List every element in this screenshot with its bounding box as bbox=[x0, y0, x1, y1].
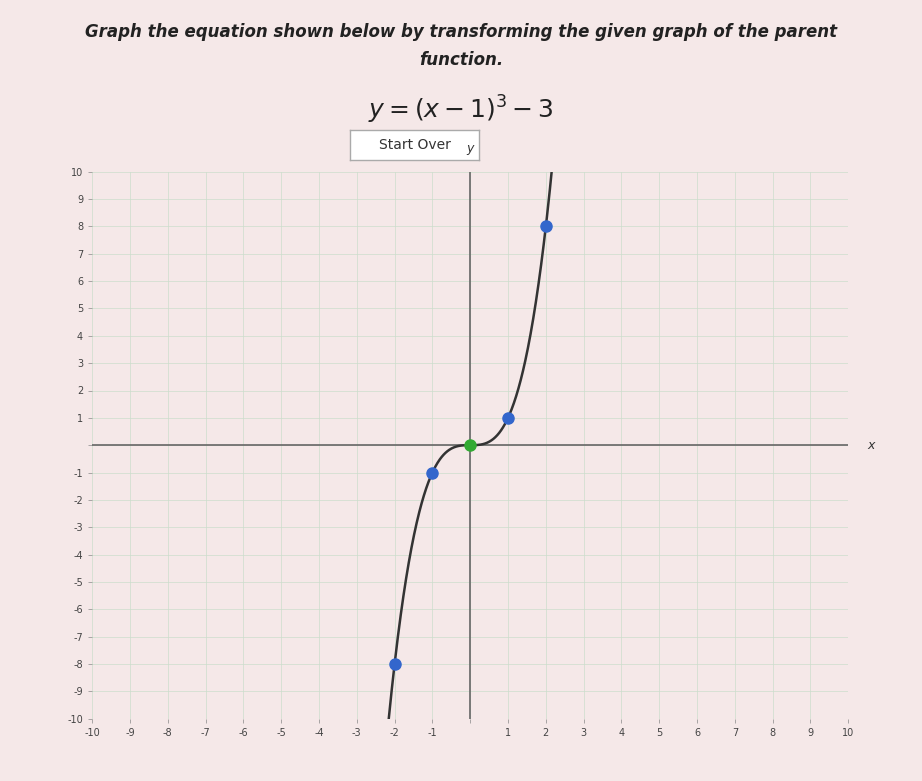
Text: Start Over: Start Over bbox=[379, 138, 451, 152]
Text: $y = (x-1)^3 - 3$: $y = (x-1)^3 - 3$ bbox=[368, 94, 554, 126]
Text: Graph the equation shown below by transforming the given graph of the parent: Graph the equation shown below by transf… bbox=[85, 23, 837, 41]
Text: x: x bbox=[867, 439, 874, 451]
Text: function.: function. bbox=[419, 51, 503, 69]
Text: y: y bbox=[467, 142, 474, 155]
